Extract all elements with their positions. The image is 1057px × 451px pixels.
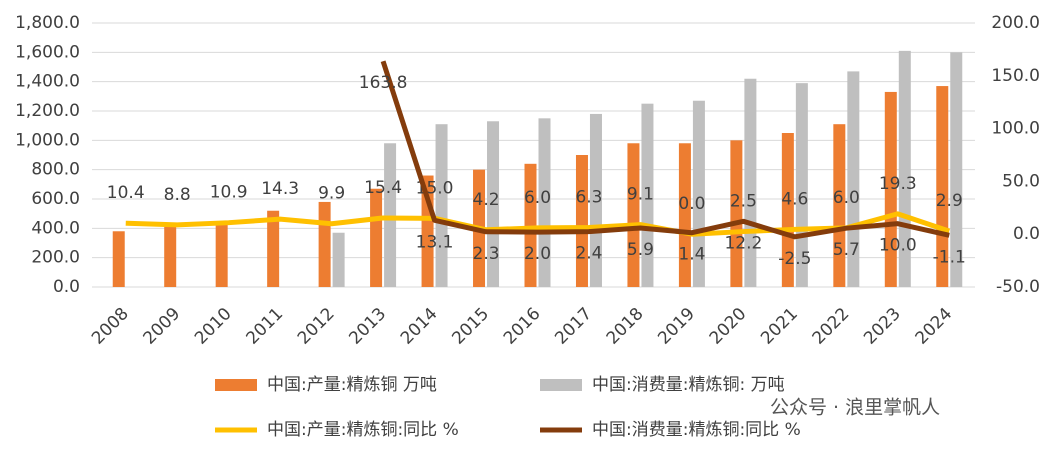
y-tick-label: 1,600.0: [15, 42, 80, 62]
data-label: 0.0: [678, 194, 705, 214]
data-label: 2.5: [730, 192, 757, 212]
x-tick-label: 2010: [191, 304, 236, 349]
data-label: 9.9: [318, 184, 345, 204]
y-tick-label: 400.0: [31, 218, 80, 238]
data-label: 19.3: [879, 174, 917, 194]
line: [125, 211, 951, 237]
legend-label: 中国:产量:精炼铜:同比 %: [267, 420, 459, 440]
data-label: 2.0: [524, 244, 551, 264]
bar: [833, 124, 846, 287]
data-label: 15.4: [364, 178, 402, 198]
bar: [318, 201, 331, 287]
y2-tick-label: 0.0: [1013, 224, 1040, 244]
y-tick-label: 600.0: [31, 189, 80, 209]
bar: [435, 124, 448, 287]
data-label: 8.8: [164, 185, 191, 205]
x-tick-label: 2011: [242, 304, 287, 349]
data-label: -2.5: [778, 249, 811, 269]
bar: [370, 188, 383, 287]
data-label: 12.2: [724, 233, 762, 253]
x-tick-label: 2012: [294, 304, 339, 349]
data-label: 2.3: [473, 244, 500, 264]
legend-label: 中国:产量:精炼铜 万吨: [267, 375, 437, 395]
data-label: 14.3: [261, 179, 299, 199]
data-label: 10.0: [879, 236, 917, 256]
legend-swatch: [215, 379, 257, 391]
bar: [950, 52, 963, 288]
y2-tick-label: 100.0: [991, 119, 1040, 139]
x-tick-label: 2018: [603, 304, 648, 349]
x-tick-label: 2008: [88, 304, 133, 349]
data-label: 6.0: [833, 188, 860, 208]
x-tick-label: 2023: [860, 304, 905, 349]
bar: [487, 121, 500, 288]
data-label: 4.2: [473, 190, 500, 210]
y-tick-label: 1,800.0: [15, 13, 80, 33]
data-label: 6.0: [524, 188, 551, 208]
bar: [538, 118, 551, 287]
y2-tick-label: 200.0: [991, 13, 1040, 33]
x-tick-label: 2014: [397, 304, 442, 349]
y2-tick-label: 150.0: [991, 66, 1040, 86]
x-tick-label: 2024: [912, 304, 957, 349]
data-label: 163.8: [359, 73, 408, 93]
watermark: 公众号 · 浪里掌帆人: [770, 397, 940, 419]
data-label: 9.1: [627, 185, 654, 205]
line: [380, 60, 950, 240]
bar: [524, 163, 537, 287]
x-tick-label: 2015: [448, 304, 493, 349]
y2-tick-label: 50.0: [1002, 171, 1040, 191]
legend-label: 中国:消费量:精炼铜: 万吨: [592, 375, 785, 395]
x-tick-label: 2013: [345, 304, 390, 349]
y-tick-label: 1,200.0: [15, 101, 80, 121]
bar: [332, 232, 345, 287]
data-label: 2.9: [936, 191, 963, 211]
bar: [744, 78, 757, 287]
bar: [781, 133, 794, 287]
y-tick-label: 1,400.0: [15, 72, 80, 92]
bar: [847, 71, 860, 288]
x-tick-label: 2017: [551, 304, 596, 349]
data-label: 2.4: [575, 244, 602, 264]
bar: [112, 231, 125, 287]
legend-label: 中国:消费量:精炼铜:同比 %: [592, 420, 801, 440]
x-tick-label: 2021: [757, 304, 802, 349]
data-label: 5.7: [833, 240, 860, 260]
x-tick-label: 2016: [500, 304, 545, 349]
data-label: 5.9: [627, 240, 654, 260]
data-label: 4.6: [781, 189, 808, 209]
y-tick-label: 1,000.0: [15, 130, 80, 150]
x-tick-label: 2020: [706, 304, 751, 349]
data-label: 10.9: [210, 183, 248, 203]
bar: [267, 210, 280, 287]
data-label: 6.3: [575, 188, 602, 208]
bar: [215, 221, 228, 287]
y-tick-label: 800.0: [31, 160, 80, 180]
x-tick-label: 2019: [654, 304, 699, 349]
bar: [692, 100, 705, 287]
bar: [589, 113, 602, 287]
data-label: -1.1: [933, 247, 966, 267]
bar: [627, 143, 640, 287]
bar: [575, 155, 588, 287]
y2-tick-label: -50.0: [996, 277, 1040, 297]
bar: [730, 140, 743, 287]
x-tick-label: 2009: [140, 304, 185, 349]
legend-swatch: [540, 379, 582, 391]
y-tick-label: 200.0: [31, 248, 80, 268]
bar: [384, 143, 397, 287]
data-label: 1.4: [678, 245, 705, 265]
bar: [641, 103, 654, 288]
data-label: 10.4: [107, 183, 145, 203]
bar: [164, 226, 177, 287]
bar: [884, 91, 897, 287]
y-tick-label: 0.0: [53, 277, 80, 297]
data-label: 13.1: [416, 232, 454, 252]
bar: [678, 143, 691, 287]
x-tick-label: 2022: [809, 304, 854, 349]
